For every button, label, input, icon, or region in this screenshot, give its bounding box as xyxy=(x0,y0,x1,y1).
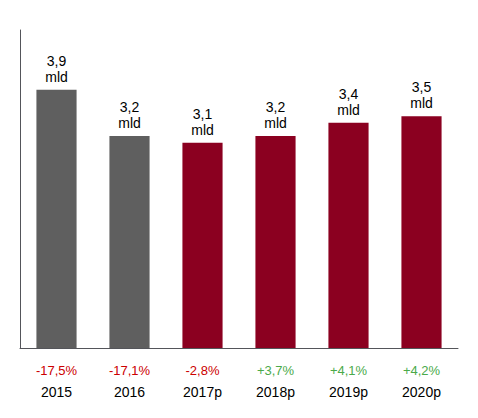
svg-text:mld: mld xyxy=(264,115,287,131)
svg-text:-2,8%: -2,8% xyxy=(186,363,220,378)
svg-text:+4,2%: +4,2% xyxy=(403,363,441,378)
svg-text:3,2: 3,2 xyxy=(120,99,140,115)
svg-text:3,1: 3,1 xyxy=(193,106,213,122)
svg-text:3,5: 3,5 xyxy=(412,79,432,95)
svg-text:2016: 2016 xyxy=(114,384,145,400)
svg-text:2019p: 2019p xyxy=(329,384,368,400)
svg-text:2020p: 2020p xyxy=(402,384,441,400)
svg-text:mld: mld xyxy=(337,102,360,118)
svg-text:+4,1%: +4,1% xyxy=(330,363,368,378)
svg-text:-17,5%: -17,5% xyxy=(36,363,78,378)
svg-text:mld: mld xyxy=(45,69,68,85)
svg-text:3,4: 3,4 xyxy=(339,86,359,102)
svg-text:+3,7%: +3,7% xyxy=(257,363,295,378)
svg-text:3,9: 3,9 xyxy=(47,53,67,69)
svg-text:mld: mld xyxy=(191,122,214,138)
svg-text:2015: 2015 xyxy=(41,384,72,400)
svg-text:2018p: 2018p xyxy=(256,384,295,400)
svg-text:mld: mld xyxy=(410,95,433,111)
svg-text:-17,1%: -17,1% xyxy=(109,363,151,378)
svg-text:mld: mld xyxy=(118,115,141,131)
svg-text:3,2: 3,2 xyxy=(266,99,286,115)
svg-text:2017p: 2017p xyxy=(183,384,222,400)
